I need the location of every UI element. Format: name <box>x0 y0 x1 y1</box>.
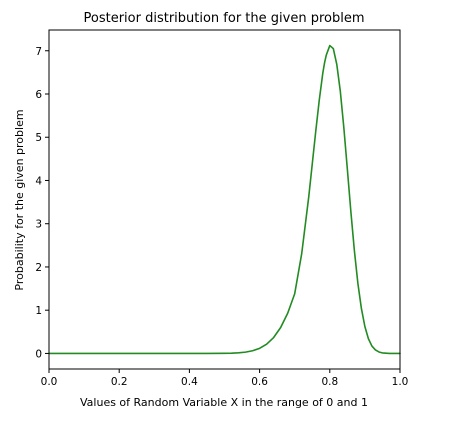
x-tick-label: 0.8 <box>321 376 338 388</box>
x-tick-label: 0.6 <box>251 376 268 388</box>
y-tick-label: 1 <box>35 305 42 317</box>
chart-title: Posterior distribution for the given pro… <box>84 11 365 26</box>
y-tick-label: 5 <box>35 132 42 144</box>
x-tick-label: 0.4 <box>181 376 198 388</box>
y-tick-label: 6 <box>35 89 42 101</box>
y-tick-label: 0 <box>35 348 42 360</box>
y-tick-label: 3 <box>35 219 42 231</box>
y-tick-label: 2 <box>35 262 42 274</box>
x-tick-label: 0.0 <box>41 376 58 388</box>
y-tick-label: 4 <box>35 175 42 187</box>
axes: 0.0 0.2 0.4 0.6 0.8 1.0 0 1 2 3 4 5 6 7 <box>35 29 409 388</box>
plot-area <box>48 44 401 355</box>
x-tick-label: 1.0 <box>392 376 409 388</box>
x-tick-label: 0.2 <box>111 376 128 388</box>
y-tick-label: 7 <box>35 46 42 58</box>
series-line-0 <box>48 44 401 355</box>
x-axis-label: Values of Random Variable X in the range… <box>80 396 368 409</box>
plot-frame <box>48 29 401 370</box>
y-axis-label: Probability for the given problem <box>13 109 26 290</box>
